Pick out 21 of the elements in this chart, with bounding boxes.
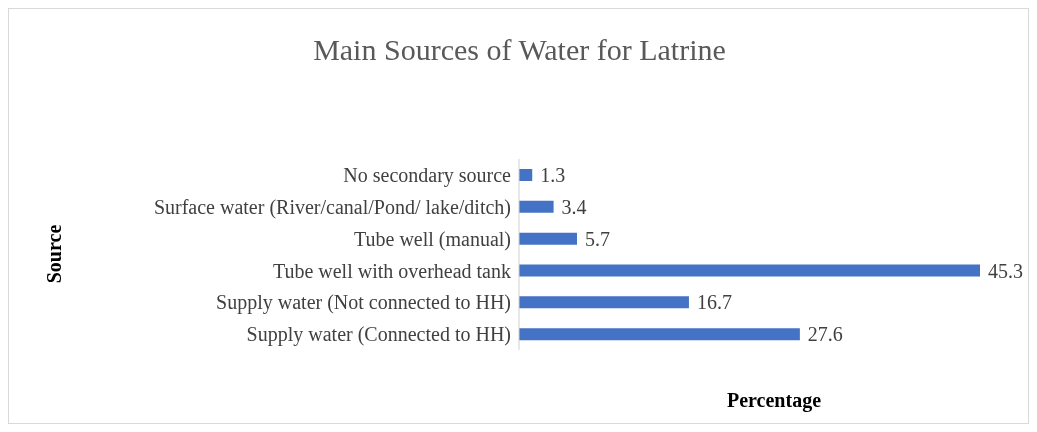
y-tick-label: Tube well (manual) bbox=[353, 227, 511, 251]
data-label: 5.7 bbox=[585, 227, 611, 250]
chart-title: Main Sources of Water for Latrine bbox=[312, 33, 727, 67]
x-axis-title: Percentage bbox=[726, 389, 822, 412]
y-tick-label: Tube well with overhead tank bbox=[272, 259, 511, 282]
data-label: 3.4 bbox=[561, 195, 587, 218]
bar bbox=[519, 328, 800, 341]
y-tick-label: Supply water (Connected to HH) bbox=[246, 323, 511, 347]
y-tick-label: Supply water (Not connected to HH) bbox=[216, 291, 511, 315]
bar bbox=[519, 264, 980, 277]
bar bbox=[519, 232, 578, 245]
data-label: 27.6 bbox=[807, 323, 843, 346]
data-label: 45.3 bbox=[988, 259, 1023, 282]
bar bbox=[519, 296, 689, 309]
bar bbox=[519, 200, 554, 213]
data-label: 16.7 bbox=[696, 291, 732, 314]
data-label: 1.3 bbox=[540, 164, 566, 187]
y-axis-title: Source bbox=[42, 224, 66, 284]
y-tick-label: No secondary source bbox=[343, 164, 512, 188]
bar bbox=[519, 169, 533, 181]
y-tick-label: Surface water (River/canal/Pond/ lake/ditch) bbox=[153, 195, 511, 219]
